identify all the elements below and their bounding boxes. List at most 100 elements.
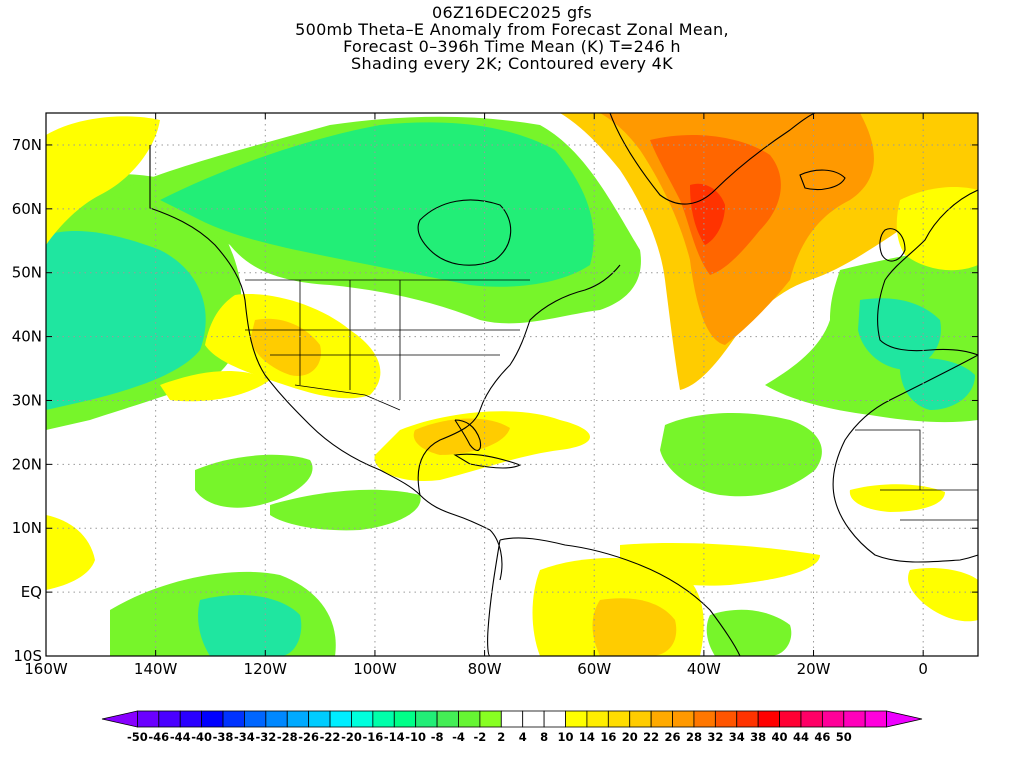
colorbar-label: 2 — [497, 730, 505, 744]
colorbar-label: 26 — [665, 730, 681, 744]
colorbar-cell — [629, 710, 652, 728]
shade-pacific-teal — [46, 230, 206, 410]
colorbar-cell — [543, 710, 566, 728]
colorbar-cell — [308, 710, 331, 728]
colorbar-cell — [222, 710, 245, 728]
shade-wafrica-yellow — [849, 484, 945, 512]
colorbar-label: -38 — [213, 730, 234, 744]
colorbar-cell — [201, 710, 224, 728]
colorbar-label: 44 — [793, 730, 809, 744]
title-date-model: 06Z16DEC2025 gfs — [431, 3, 592, 22]
lon-tick-label: 80W — [468, 660, 502, 678]
colorbar-cell-low-arrow — [101, 710, 138, 728]
colorbar-label: 34 — [729, 730, 745, 744]
colorbar-label: 46 — [814, 730, 830, 744]
shade-gulf-gold — [413, 418, 510, 455]
colorbar-cell — [244, 710, 267, 728]
coast-south-america — [487, 537, 741, 656]
colorbar-cell — [650, 710, 673, 728]
colorbar-cell — [458, 710, 481, 728]
colorbar-cell — [265, 710, 288, 728]
title-variable: 500mb Theta–E Anomaly from Forecast Zona… — [295, 20, 729, 39]
colorbar-label: -16 — [362, 730, 383, 744]
colorbar-cell — [800, 710, 823, 728]
colorbar-label: -46 — [148, 730, 169, 744]
shade-east-pacific-teal — [198, 595, 302, 656]
shade-europe-teal — [858, 298, 941, 370]
colorbar-label: 14 — [579, 730, 595, 744]
lon-tick-label: 60W — [577, 660, 611, 678]
colorbar-cell — [607, 710, 631, 728]
coastline-layer — [149, 113, 978, 656]
colorbar-label: 32 — [707, 730, 723, 744]
colorbar-cell — [565, 710, 588, 728]
axis-ticks — [45, 113, 978, 657]
lat-tick-label: 20N — [12, 455, 42, 473]
colorbar-cell — [372, 710, 395, 728]
colorbar-cell — [479, 710, 502, 728]
shade-west-us-gold — [250, 318, 321, 376]
colorbar-labels: -50 -46 -44 -40 -38 -34 -32 -28 -26 -22 -20 -16 -14-… — [127, 730, 852, 744]
colorbar-cell — [821, 710, 845, 728]
colorbar-cell — [179, 710, 203, 728]
colorbar-label: 10 — [558, 730, 574, 744]
colorbar-cell — [779, 710, 802, 728]
lon-tick-label: 40W — [687, 660, 721, 678]
border-africa — [855, 429, 978, 521]
coast-uk — [879, 228, 906, 262]
lat-tick-label: 70N — [12, 136, 42, 154]
shade-atlantic-green — [660, 413, 822, 497]
colorbar-cell — [757, 710, 780, 728]
colorbar-cell — [672, 710, 695, 728]
colorbar-cell — [864, 710, 887, 728]
lat-tick-label: 60N — [12, 200, 42, 218]
plot-frame — [45, 112, 979, 657]
colorbar-cell — [522, 710, 545, 728]
colorbar-cell — [436, 710, 459, 728]
lat-tick-label: 50N — [12, 264, 42, 282]
shade-equatorial-yellow — [620, 543, 820, 586]
colorbar-cell — [137, 710, 160, 728]
lat-tick-label: 30N — [12, 391, 42, 409]
colorbar-label: -28 — [277, 730, 298, 744]
shade-africa-teal — [899, 358, 975, 410]
title-forecast: Forecast 0–396h Time Mean (K) T=246 h — [343, 37, 681, 56]
lat-tick-label: EQ — [21, 583, 42, 601]
coast-europe — [876, 189, 978, 356]
coast-iceland — [799, 169, 846, 191]
colorbar-label: 40 — [772, 730, 788, 744]
coast-africa — [832, 354, 978, 563]
border-layer — [245, 279, 978, 521]
colorbar-label: -26 — [298, 730, 319, 744]
border-us-mexico — [294, 384, 401, 411]
grid-lines — [46, 113, 978, 656]
title-block: 06Z16DEC2025 gfs 500mb Theta–E Anomaly f… — [0, 4, 1024, 72]
shade-yellow-band — [160, 370, 270, 402]
lon-tick-label: 20W — [797, 660, 831, 678]
colorbar-label: -20 — [341, 730, 362, 744]
colorbar-label: 16 — [600, 730, 616, 744]
shade-alaska-yellow — [46, 116, 160, 245]
coast-cuba — [453, 453, 522, 469]
colorbar-label: 28 — [686, 730, 702, 744]
colorbar-cell — [286, 710, 310, 728]
lon-tick-label: 100W — [353, 660, 397, 678]
lon-tick-label: 120W — [244, 660, 288, 678]
colorbar-label: -10 — [405, 730, 426, 744]
lon-tick-label: 140W — [134, 660, 178, 678]
colorbar-label: 38 — [750, 730, 766, 744]
colorbar-label: 50 — [836, 730, 852, 744]
colorbar-label: 20 — [622, 730, 638, 744]
shade-south-atl-green — [706, 609, 792, 656]
colorbar-cell — [693, 710, 716, 728]
colorbar-cell — [586, 710, 609, 728]
colorbar-label: 22 — [643, 730, 659, 744]
shade-pacific-yellow-south — [46, 515, 95, 590]
colorbar-cell — [158, 710, 181, 728]
colorbar-label: -22 — [320, 730, 341, 744]
colorbar-label: -44 — [170, 730, 191, 744]
shade-amazon-gold — [592, 598, 677, 656]
colorbar-cell — [329, 710, 352, 728]
colorbar-label: -50 — [127, 730, 148, 744]
